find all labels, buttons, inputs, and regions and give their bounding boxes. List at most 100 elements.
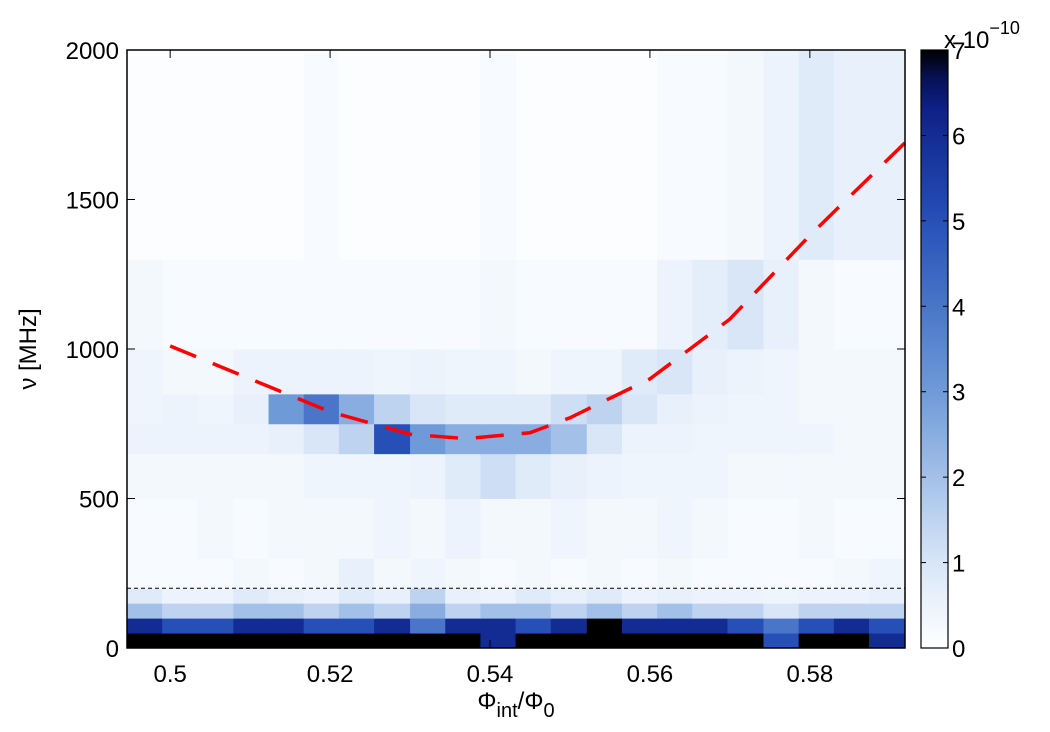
heat-cell	[162, 423, 198, 455]
heat-cell	[763, 393, 800, 425]
heat-cell	[586, 349, 623, 395]
heat-cell	[445, 618, 481, 634]
colorbar-label-base: x 10	[944, 27, 989, 54]
heat-cell	[197, 393, 234, 425]
heat-cell	[798, 259, 835, 350]
heat-cell	[480, 588, 517, 604]
heat-cell	[515, 558, 552, 589]
heat-cell	[268, 50, 305, 260]
heat-cell	[621, 618, 658, 634]
heat-cell	[763, 259, 800, 350]
heat-cell	[621, 558, 658, 589]
heat-cell	[374, 603, 411, 619]
heat-cell	[127, 498, 163, 559]
heat-cell	[833, 498, 870, 559]
heat-cell	[233, 349, 270, 395]
colorbar-tick-label: 3	[952, 380, 965, 407]
heat-cell	[268, 618, 305, 634]
overlay	[127, 141, 907, 589]
heat-cell	[621, 349, 658, 395]
heat-cell	[550, 633, 588, 649]
heat-cell	[127, 453, 163, 499]
heat-cell	[480, 603, 517, 619]
heat-cell	[480, 423, 517, 455]
heat-cell	[763, 498, 800, 559]
heat-cell	[127, 423, 163, 455]
x-tick-label: 0.56	[627, 661, 674, 688]
heat-cell	[727, 588, 764, 604]
heat-cell	[338, 259, 375, 350]
heat-cell	[550, 423, 588, 455]
heat-cell	[233, 618, 270, 634]
heat-cell	[833, 393, 870, 425]
y-tick-label: 0	[106, 636, 119, 663]
colorbar-tick-label: 2	[952, 465, 965, 492]
heat-cell	[445, 558, 481, 589]
heat-cell	[586, 618, 623, 634]
heat-cell	[586, 393, 623, 425]
heat-cell	[586, 633, 623, 649]
heat-cell	[162, 50, 198, 260]
heat-cell	[869, 618, 906, 634]
heat-cell	[268, 603, 305, 619]
heat-cell	[692, 588, 728, 604]
heat-cell	[410, 349, 446, 395]
heat-cell	[515, 498, 552, 559]
heat-cell	[763, 50, 800, 260]
x-tick-label: 0.52	[307, 661, 354, 688]
heat-cell	[197, 498, 234, 559]
heat-cell	[480, 498, 517, 559]
heat-cell	[869, 259, 906, 350]
colorbar-tick-label: 0	[952, 636, 965, 663]
heat-cell	[410, 423, 446, 455]
heat-cell	[338, 423, 375, 455]
heat-cell	[303, 558, 340, 589]
heat-cell	[445, 603, 481, 619]
heat-cell	[657, 423, 693, 455]
heat-cell	[410, 498, 446, 559]
heat-cell	[657, 498, 693, 559]
heat-cell	[586, 603, 623, 619]
heat-cell	[515, 349, 552, 395]
heat-cell	[268, 259, 305, 350]
heat-cell	[869, 498, 906, 559]
heat-cell	[303, 633, 340, 649]
heat-cell	[268, 453, 305, 499]
colorbar-tick-label: 4	[952, 294, 965, 321]
heat-cell	[869, 588, 906, 604]
heat-cell	[692, 423, 728, 455]
heat-cell	[586, 453, 623, 499]
heat-cell	[869, 603, 906, 619]
heat-cell	[162, 259, 198, 350]
heat-cell	[374, 453, 411, 499]
heat-cell	[515, 633, 552, 649]
heat-cell	[869, 50, 906, 260]
heat-cell	[480, 393, 517, 425]
heat-cell	[162, 588, 198, 604]
heat-cell	[621, 453, 658, 499]
heat-cell	[727, 423, 764, 455]
colorbar-label: x 10−10	[944, 18, 1020, 54]
heat-cell	[268, 498, 305, 559]
x-label-sub: int	[497, 700, 519, 722]
heat-cell	[869, 558, 906, 589]
heat-cell	[410, 259, 446, 350]
heat-cell	[410, 588, 446, 604]
heat-cell	[550, 618, 588, 634]
y-axis-label: ν [MHz]	[15, 308, 42, 389]
heat-cell	[692, 393, 728, 425]
heat-cell	[692, 349, 728, 395]
heat-cell	[657, 633, 693, 649]
heat-cell	[692, 618, 728, 634]
heat-cell	[410, 558, 446, 589]
heat-cell	[338, 588, 375, 604]
heat-cell	[480, 618, 517, 634]
heat-cell	[303, 259, 340, 350]
heat-cell	[833, 50, 870, 260]
heat-cell	[127, 633, 163, 649]
heat-cell	[303, 588, 340, 604]
heat-cell	[763, 588, 800, 604]
heat-cell	[374, 588, 411, 604]
heat-cell	[657, 558, 693, 589]
